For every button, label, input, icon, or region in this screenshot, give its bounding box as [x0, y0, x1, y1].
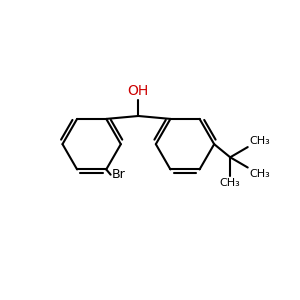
Text: Br: Br	[112, 168, 126, 181]
Text: OH: OH	[128, 85, 149, 98]
Text: CH₃: CH₃	[249, 169, 270, 179]
Text: CH₃: CH₃	[249, 136, 270, 146]
Text: CH₃: CH₃	[220, 178, 241, 188]
